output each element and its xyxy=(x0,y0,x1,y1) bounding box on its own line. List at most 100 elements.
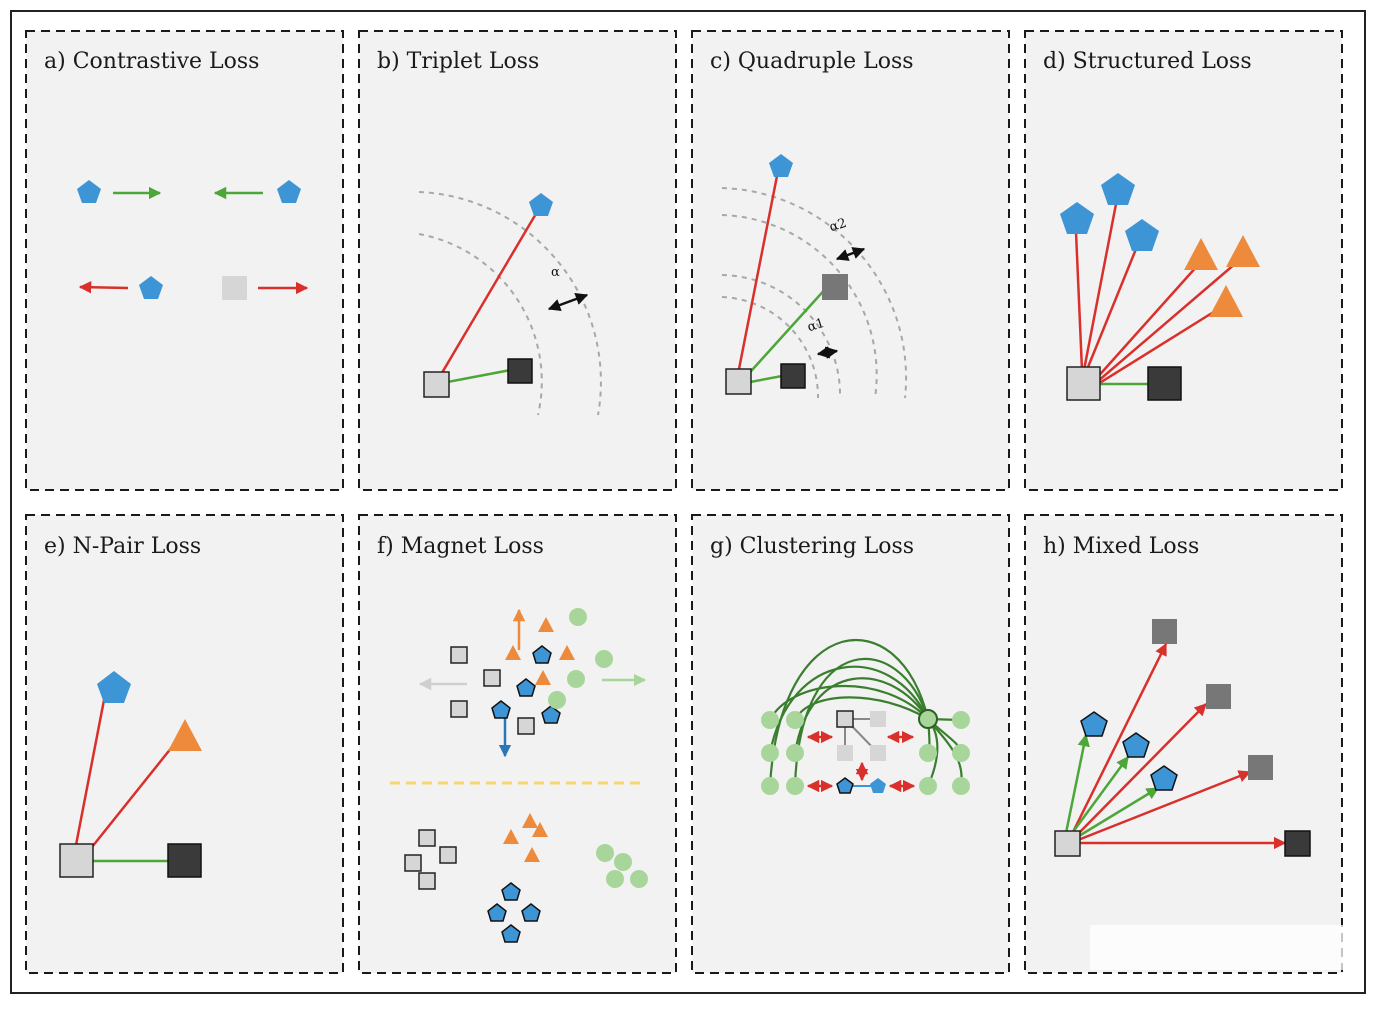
green-dot xyxy=(630,870,648,888)
panel-structured-loss: d) Structured Loss xyxy=(1024,30,1343,491)
panel-clustering-loss: g) Clustering Loss xyxy=(691,514,1010,974)
negative-triangle xyxy=(168,719,202,751)
negative-pentagon xyxy=(1125,219,1159,251)
panel-title: c) Quadruple Loss xyxy=(710,49,914,74)
green-dot xyxy=(919,777,937,795)
positive-pentagon xyxy=(1080,711,1108,737)
negative-arrow xyxy=(1071,642,1168,833)
orange-triangle xyxy=(535,670,551,685)
negative-line xyxy=(434,211,539,384)
negative-square xyxy=(1152,619,1177,644)
center-square xyxy=(836,710,854,728)
green-dot xyxy=(919,744,937,762)
margin-boundary xyxy=(721,187,908,399)
negative-pentagon xyxy=(529,193,553,216)
negative-line xyxy=(1097,306,1221,386)
panel-title: d) Structured Loss xyxy=(1043,49,1252,74)
positive-arrow xyxy=(1073,786,1160,841)
orange-triangle xyxy=(524,847,540,862)
panel-frame xyxy=(358,30,677,491)
cluster-center-dot xyxy=(918,709,938,729)
green-dot xyxy=(761,711,779,729)
positive-line xyxy=(436,367,517,386)
positive-square xyxy=(507,358,533,384)
blue-pentagon xyxy=(277,180,301,203)
panel-frame xyxy=(358,514,677,974)
positive-arrow xyxy=(1064,733,1090,834)
negative-square-dark xyxy=(1284,830,1311,857)
orange-triangle xyxy=(522,813,538,828)
panel-title: b) Triplet Loss xyxy=(377,49,539,74)
green-dot xyxy=(614,853,632,871)
negative-line xyxy=(74,699,106,846)
negative-arrow xyxy=(1075,703,1207,837)
panel-frame xyxy=(1024,30,1343,491)
orange-triangle xyxy=(532,822,548,837)
green-dot xyxy=(786,711,804,729)
margin-arrow-1 xyxy=(816,346,839,359)
green-dot xyxy=(606,870,624,888)
blue-pentagon xyxy=(139,276,163,299)
margin-alpha-label: α xyxy=(551,265,560,280)
gray-square xyxy=(418,872,436,890)
green-dot xyxy=(786,777,804,795)
panel-frame xyxy=(691,514,1010,974)
margin-boundary xyxy=(721,214,878,399)
negative-pentagon xyxy=(97,671,131,703)
green-dot xyxy=(569,608,587,626)
green-dot xyxy=(548,691,566,709)
green-dot xyxy=(761,777,779,795)
green-dot xyxy=(952,711,970,729)
green-dot xyxy=(595,650,613,668)
green-dot xyxy=(952,777,970,795)
negative-line xyxy=(1084,248,1138,373)
blue-pentagon xyxy=(836,777,854,794)
blue-pentagon xyxy=(501,882,521,901)
anchor-square xyxy=(725,368,752,395)
panel-title: e) N-Pair Loss xyxy=(44,534,201,559)
panel-mixed-loss: h) Mixed Loss xyxy=(1024,514,1343,974)
negative-triangle xyxy=(1184,238,1218,270)
gray-square xyxy=(450,646,468,664)
negative-line xyxy=(1074,231,1084,371)
margin-boundary-inner xyxy=(418,233,543,416)
positive-square xyxy=(1147,366,1182,401)
negative-pentagon xyxy=(769,154,793,177)
gray-square xyxy=(870,711,886,727)
green-dot xyxy=(761,744,779,762)
positive-pentagon xyxy=(1122,732,1150,758)
repel-arrows xyxy=(806,730,916,793)
negative-line xyxy=(91,746,173,848)
panel-n-pair-loss: e) N-Pair Loss xyxy=(25,514,344,974)
panel-title: g) Clustering Loss xyxy=(710,534,914,559)
gray-square xyxy=(439,846,457,864)
margin-alpha1-label: α1 xyxy=(806,316,827,336)
blue-pentagon xyxy=(77,180,101,203)
negative-line xyxy=(1096,262,1237,383)
blue-pentagon xyxy=(491,700,511,719)
panel-contrastive-loss: a) Contrastive Loss xyxy=(25,30,344,491)
green-dot xyxy=(786,744,804,762)
panel-magnet-loss: f) Magnet Loss xyxy=(358,514,677,974)
gray-square xyxy=(517,717,535,735)
negative-triangle xyxy=(1226,235,1260,267)
repel-arrow xyxy=(78,280,129,294)
anchor-square xyxy=(1066,366,1101,401)
gray-square xyxy=(822,274,848,300)
gray-square xyxy=(404,854,422,872)
margin-boundary xyxy=(721,296,820,399)
negative-square xyxy=(1248,755,1273,780)
positive-square xyxy=(780,363,806,389)
margin-arrow xyxy=(547,293,589,311)
positive-arrow xyxy=(1068,755,1130,837)
orange-triangle xyxy=(503,829,519,844)
negative-pentagon xyxy=(1060,202,1094,234)
negative-square xyxy=(1206,684,1231,709)
negative-pentagon xyxy=(1101,173,1135,205)
panel-triplet-loss: b) Triplet Loss α xyxy=(358,30,677,491)
orange-triangle xyxy=(538,617,554,632)
margin-boundary xyxy=(721,274,842,399)
green-dot xyxy=(952,744,970,762)
negative-triangle xyxy=(1209,285,1243,317)
